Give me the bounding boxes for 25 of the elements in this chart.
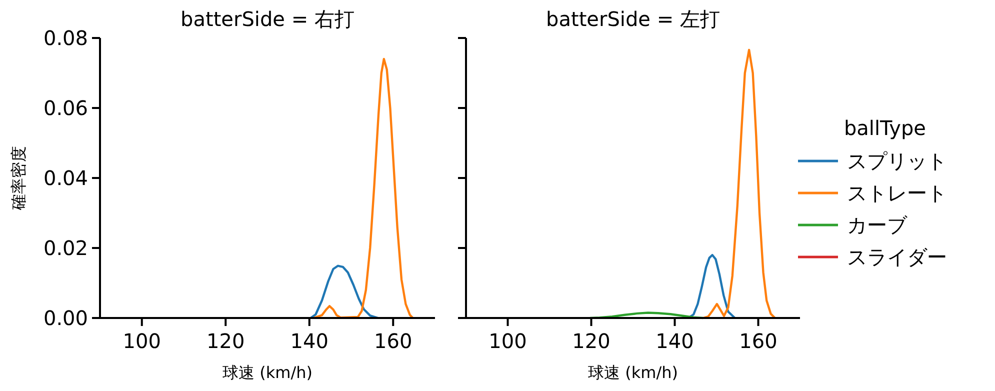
x-tick-label: 120 [572, 329, 610, 353]
chart-title: batterSide = 右打 [180, 7, 354, 31]
legend-title: ballType [844, 116, 926, 140]
legend-label: ストレート [847, 181, 947, 205]
legend-label: カーブ [847, 213, 908, 237]
x-tick-label: 140 [656, 329, 694, 353]
x-tick-label: 140 [290, 329, 328, 353]
y-axis-title: 確率密度 [9, 146, 28, 211]
chart-title: batterSide = 左打 [546, 7, 720, 31]
y-tick-label: 0.06 [43, 96, 88, 120]
x-tick-label: 100 [122, 329, 161, 353]
x-tick-label: 160 [374, 329, 412, 353]
x-tick-label: 120 [206, 329, 245, 353]
legend-label: スライダー [847, 245, 947, 269]
y-tick-label: 0.02 [43, 236, 88, 260]
line-series [310, 264, 380, 320]
x-tick-label: 100 [488, 329, 527, 353]
y-tick-label: 0.08 [43, 26, 88, 50]
x-tick-label: 160 [739, 329, 778, 353]
x-axis-title: 球速 (km/h) [588, 363, 678, 382]
line-series [312, 58, 414, 320]
legend-label: スプリット [847, 149, 947, 173]
y-tick-label: 0.04 [43, 166, 88, 190]
x-axis-title: 球速 (km/h) [222, 363, 312, 382]
y-tick-label: 0.00 [43, 306, 88, 330]
